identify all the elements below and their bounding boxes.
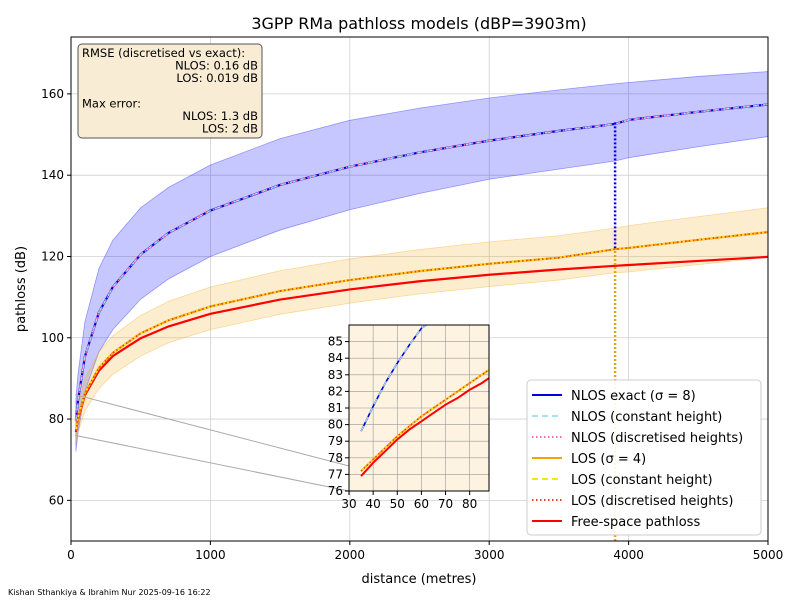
legend-frame [526, 379, 762, 536]
inset-connector-lines [75, 394, 350, 492]
y-tick-label: 100 [41, 331, 64, 345]
legend-label-nlos-discretised-heights: NLOS (discretised heights) [571, 431, 743, 446]
x-tick-label: 5000 [753, 548, 784, 562]
inset-x-tick-label: 80 [462, 497, 477, 511]
y-tick-label: 80 [49, 412, 64, 426]
series-line-los-constant-height [75, 231, 769, 431]
inset-y-tick-label: 76 [328, 484, 343, 498]
inset-y-tick-label: 81 [328, 401, 343, 415]
stats-line: Max error: [82, 96, 141, 110]
inset-connector-upper [75, 394, 350, 467]
legend-label-nlos-exact-8: NLOS exact (σ = 8) [571, 389, 696, 404]
inset-y-tick-label: 77 [328, 467, 343, 481]
legend-label-los-4: LOS (σ = 4) [571, 452, 646, 467]
x-tick-label: 0 [67, 548, 75, 562]
series-lines [74, 103, 769, 433]
stats-box: RMSE (discretised vs exact):NLOS: 0.16 d… [77, 43, 263, 139]
series-line-nlos-discretised-heights [75, 103, 769, 421]
inset-line-nlos [360, 325, 427, 432]
inset-y-tick-label: 80 [328, 418, 343, 432]
y-axis-ticks: 60 80 100 120 140 160 [41, 87, 71, 507]
y-tick-label: 140 [41, 168, 64, 182]
inset-zoom: 30 40 50 60 70 80 76 77 78 79 80 81 82 83 84 85 [328, 324, 490, 511]
legend: NLOS exact (σ = 8) NLOS (constant height)… [526, 379, 762, 536]
inset-x-tick-label: 50 [390, 497, 405, 511]
inset-line-los-constant [360, 369, 489, 472]
y-tick-label: 160 [41, 87, 64, 101]
stats-line: NLOS: 0.16 dB [175, 59, 258, 73]
stats-line: RMSE (discretised vs exact): [82, 46, 245, 60]
x-tick-label: 1000 [195, 548, 226, 562]
inset-line-free-space [360, 377, 489, 477]
inset-y-tick-label: 84 [328, 351, 343, 365]
inset-x-tick-label: 30 [341, 497, 356, 511]
inset-x-tick-label: 70 [438, 497, 453, 511]
series-line-free-space-pathloss [74, 255, 769, 433]
legend-label-los-discretised-heights: LOS (discretised heights) [571, 494, 733, 509]
stats-line: NLOS: 1.3 dB [182, 109, 258, 123]
plot-frame [70, 36, 769, 542]
inset-y-tick-label: 83 [328, 368, 343, 382]
inset-y-tick-label: 78 [328, 451, 343, 465]
inset-frame [348, 324, 490, 492]
inset-y-tick-label: 82 [328, 384, 343, 398]
legend-label-los-constant-height: LOS (constant height) [571, 473, 713, 488]
inset-y-tick-label: 85 [328, 335, 343, 349]
x-tick-label: 3000 [474, 548, 505, 562]
x-axis-label: distance (metres) [362, 572, 477, 587]
chart-title: 3GPP RMa pathloss models (dBP=3903m) [251, 14, 586, 33]
inset-line-los-discretised [360, 369, 489, 472]
legend-label-nlos-constant-height: NLOS (constant height) [571, 410, 722, 425]
y-axis-label: pathloss (dB) [14, 246, 29, 332]
legend-label-free-space-pathloss: Free-space pathloss [571, 515, 700, 530]
y-tick-label: 120 [41, 249, 64, 263]
stats-line: LOS: 2 dB [202, 122, 258, 136]
inset-x-tick-label: 40 [365, 497, 380, 511]
stats-box-frame [77, 43, 263, 139]
footer-credit: Kishan Sthankiya & Ibrahim Nur 2025-09-1… [8, 588, 211, 597]
inset-connector-lower [75, 434, 350, 492]
inset-x-tick-label: 60 [414, 497, 429, 511]
x-tick-label: 4000 [613, 548, 644, 562]
inset-y-tick-label: 79 [328, 434, 343, 448]
y-tick-label: 60 [49, 493, 64, 507]
series-line-los-discretised-heights [75, 231, 769, 431]
inset-lines [360, 325, 489, 477]
x-axis-ticks: 0 1000 2000 3000 4000 5000 [67, 541, 783, 562]
stats-line: LOS: 0.019 dB [176, 71, 258, 85]
x-tick-label: 2000 [335, 548, 366, 562]
